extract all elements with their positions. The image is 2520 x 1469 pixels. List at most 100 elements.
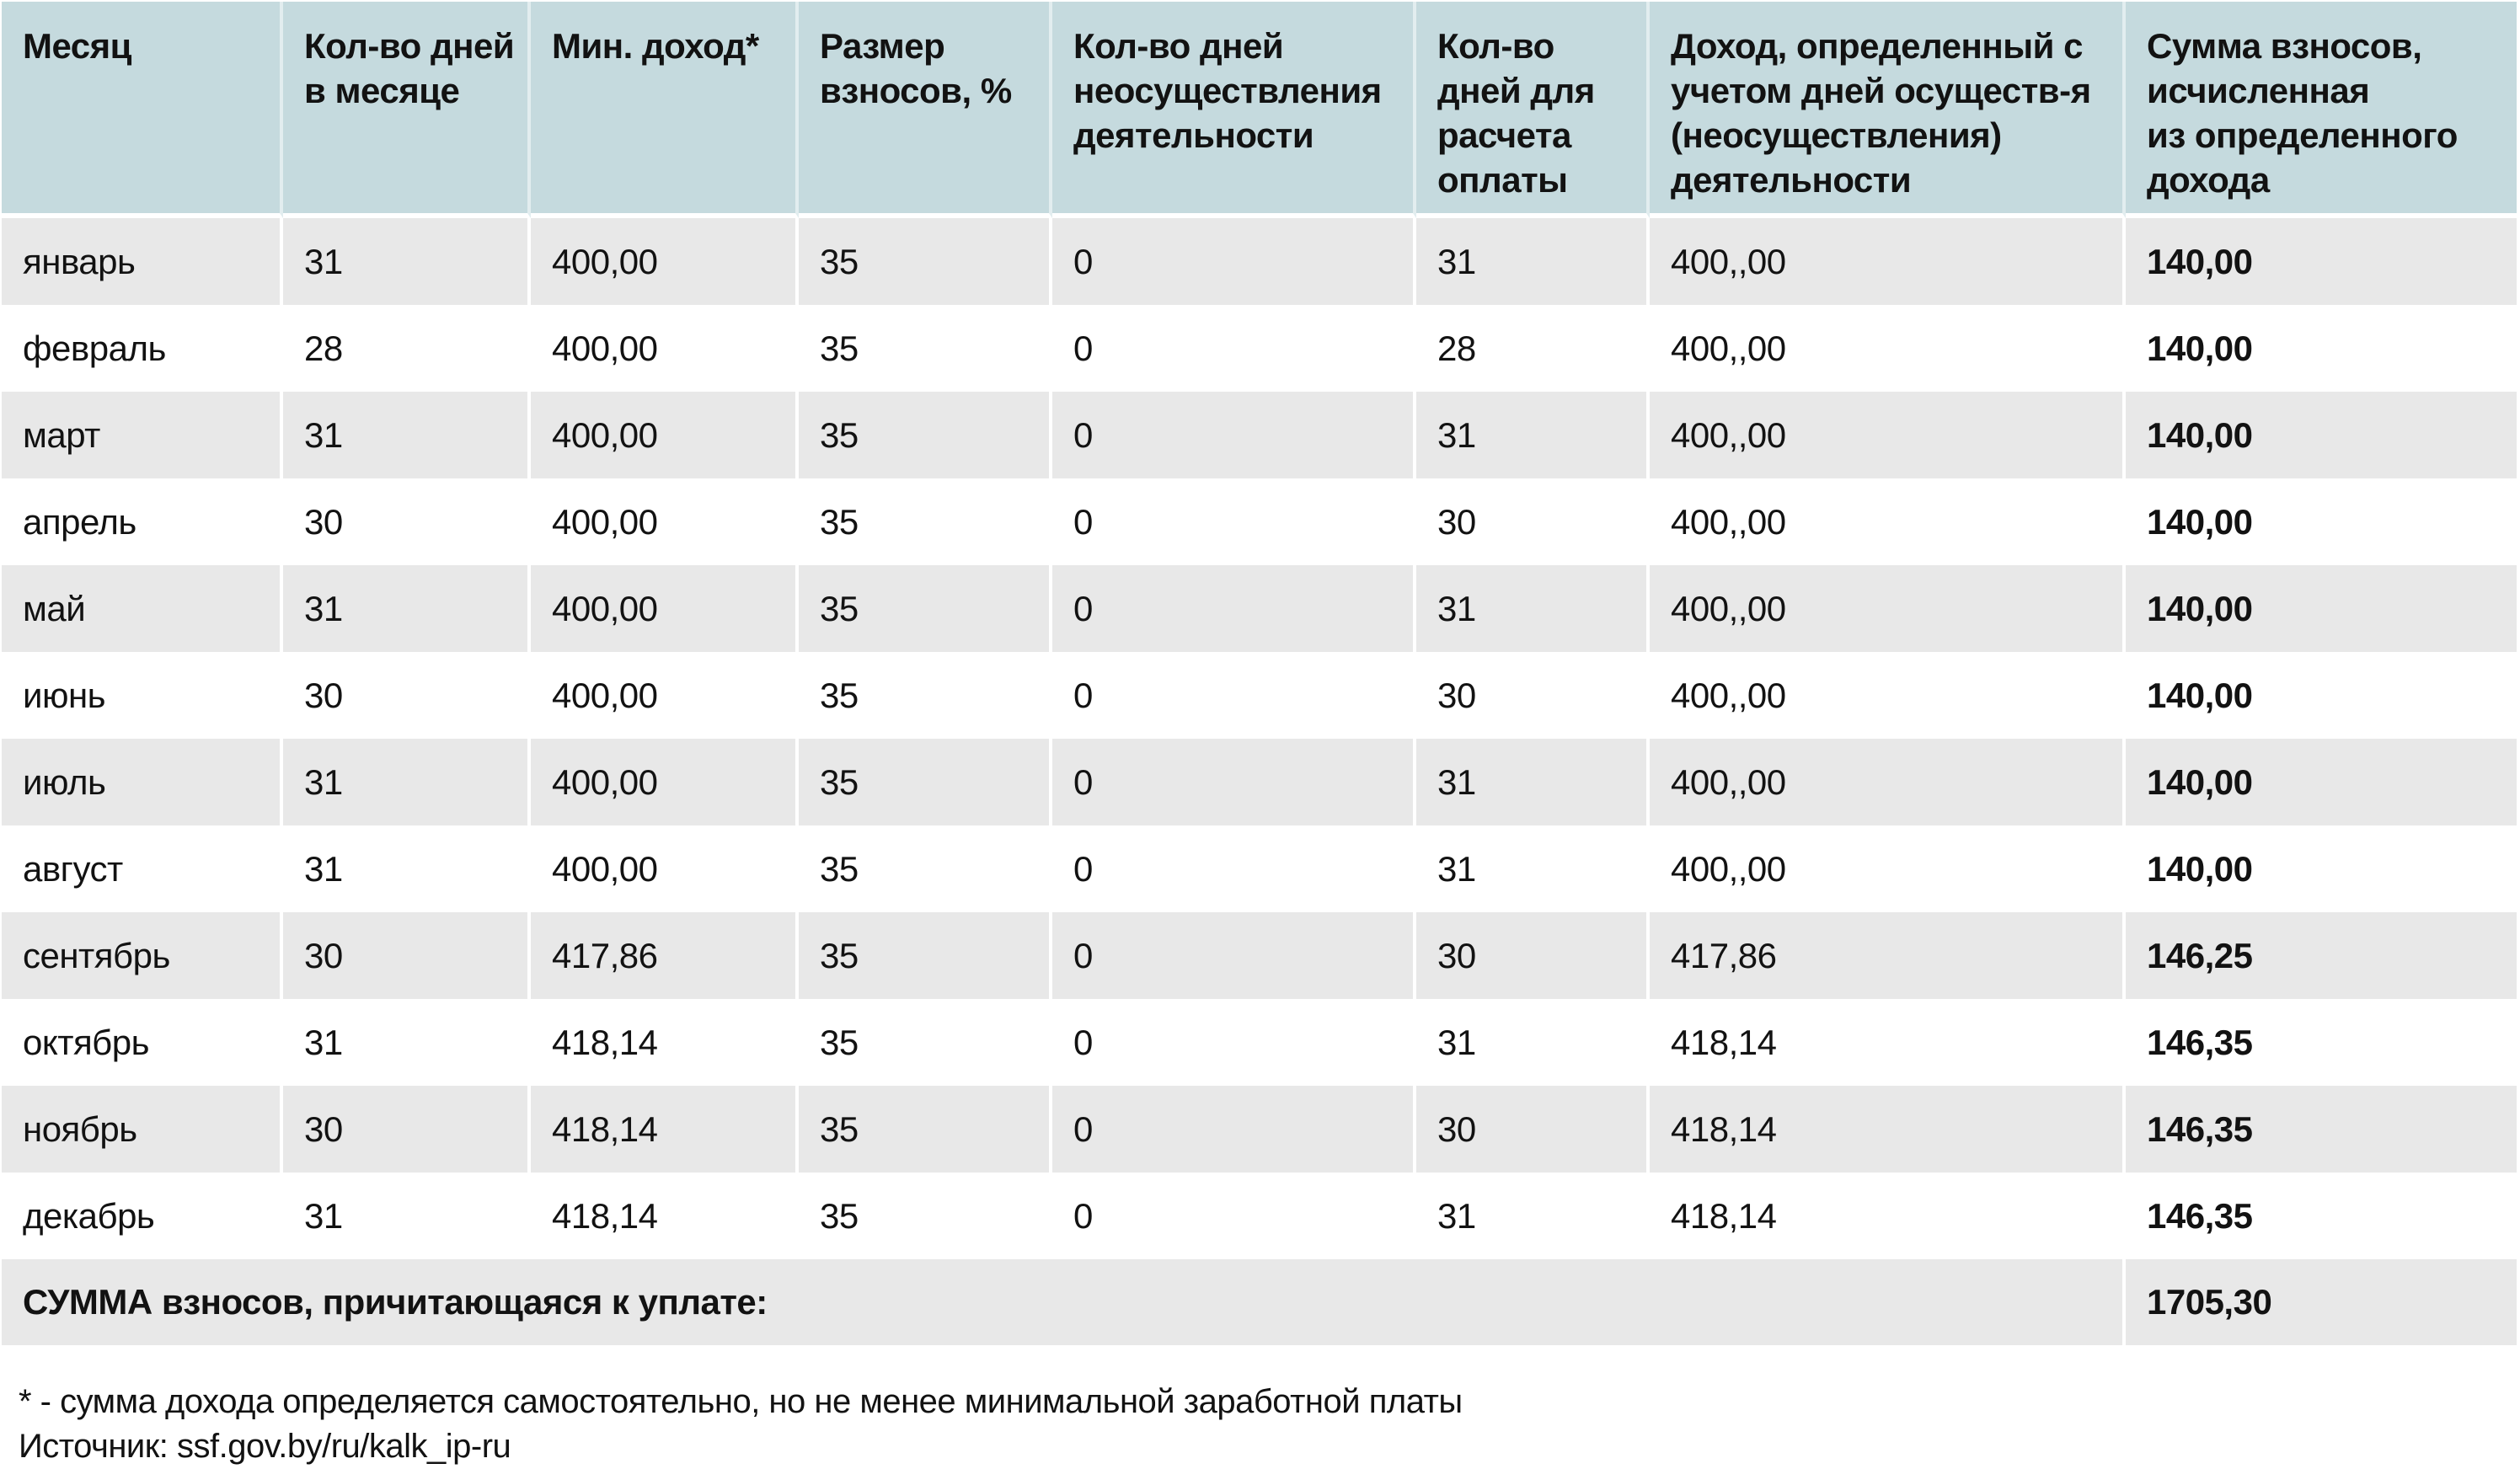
cell-contribution-sum: 146,35 <box>2126 1173 2517 1259</box>
cell-contribution-rate: 35 <box>799 305 1052 392</box>
column-header-min-income: Мин. доход* <box>531 2 799 218</box>
cell-month: январь <box>2 218 283 305</box>
cell-days-in-month: 30 <box>283 478 531 565</box>
cell-days-for-payment: 31 <box>1416 1173 1650 1259</box>
cell-adjusted-income: 400,,00 <box>1650 392 2126 478</box>
cell-contribution-sum: 146,35 <box>2126 1086 2517 1173</box>
cell-min-income: 400,00 <box>531 305 799 392</box>
cell-inactive-days: 0 <box>1052 305 1416 392</box>
table-row: июнь 30 400,00 35 0 30 400,,00 140,00 <box>2 652 2517 739</box>
table-row: август 31 400,00 35 0 31 400,,00 140,00 <box>2 825 2517 912</box>
cell-days-for-payment: 31 <box>1416 825 1650 912</box>
cell-days-in-month: 31 <box>283 825 531 912</box>
table-header: Месяц Кол-во дней в месяце Мин. доход* Р… <box>2 2 2517 218</box>
cell-contribution-rate: 35 <box>799 912 1052 999</box>
table-row: сентябрь 30 417,86 35 0 30 417,86 146,25 <box>2 912 2517 999</box>
cell-adjusted-income: 400,,00 <box>1650 305 2126 392</box>
cell-min-income: 418,14 <box>531 1086 799 1173</box>
cell-month: март <box>2 392 283 478</box>
cell-contribution-sum: 146,35 <box>2126 999 2517 1086</box>
table-body: январь 31 400,00 35 0 31 400,,00 140,00 … <box>2 218 2517 1259</box>
cell-contribution-sum: 140,00 <box>2126 305 2517 392</box>
cell-adjusted-income: 400,,00 <box>1650 739 2126 825</box>
cell-adjusted-income: 418,14 <box>1650 999 2126 1086</box>
cell-days-in-month: 31 <box>283 218 531 305</box>
cell-inactive-days: 0 <box>1052 478 1416 565</box>
cell-contribution-rate: 35 <box>799 218 1052 305</box>
cell-contribution-rate: 35 <box>799 1086 1052 1173</box>
cell-inactive-days: 0 <box>1052 825 1416 912</box>
cell-adjusted-income: 400,,00 <box>1650 478 2126 565</box>
cell-adjusted-income: 418,14 <box>1650 1086 2126 1173</box>
cell-month: ноябрь <box>2 1086 283 1173</box>
cell-inactive-days: 0 <box>1052 912 1416 999</box>
cell-adjusted-income: 417,86 <box>1650 912 2126 999</box>
table-row: март 31 400,00 35 0 31 400,,00 140,00 <box>2 392 2517 478</box>
cell-contribution-sum: 140,00 <box>2126 392 2517 478</box>
cell-days-for-payment: 31 <box>1416 218 1650 305</box>
cell-inactive-days: 0 <box>1052 218 1416 305</box>
cell-days-for-payment: 30 <box>1416 1086 1650 1173</box>
cell-min-income: 400,00 <box>531 565 799 652</box>
cell-month: июль <box>2 739 283 825</box>
column-header-inactive-days: Кол-во дней неосуществления деятельности <box>1052 2 1416 218</box>
cell-min-income: 400,00 <box>531 478 799 565</box>
column-header-days-in-month: Кол-во дней в месяце <box>283 2 531 218</box>
cell-days-for-payment: 31 <box>1416 739 1650 825</box>
total-row: СУММА взносов, причитающаяся к уплате: 1… <box>2 1259 2517 1345</box>
cell-days-for-payment: 30 <box>1416 652 1650 739</box>
column-header-adjusted-income: Доход, определенный с учетом дней осущес… <box>1650 2 2126 218</box>
table-row: апрель 30 400,00 35 0 30 400,,00 140,00 <box>2 478 2517 565</box>
column-header-days-for-payment: Кол-во дней для расчета оплаты <box>1416 2 1650 218</box>
cell-contribution-rate: 35 <box>799 1173 1052 1259</box>
cell-contribution-rate: 35 <box>799 565 1052 652</box>
column-header-contribution-rate: Размер взносов, % <box>799 2 1052 218</box>
cell-min-income: 400,00 <box>531 652 799 739</box>
column-header-contribution-sum: Сумма взносов, исчисленная из определенн… <box>2126 2 2517 218</box>
cell-contribution-rate: 35 <box>799 392 1052 478</box>
cell-month: август <box>2 825 283 912</box>
cell-month: сентябрь <box>2 912 283 999</box>
cell-month: июнь <box>2 652 283 739</box>
footnotes: * - сумма дохода определяется самостояте… <box>19 1380 1463 1469</box>
footnote-source: Источник: ssf.gov.by/ru/kalk_ip-ru <box>19 1428 511 1465</box>
cell-days-for-payment: 28 <box>1416 305 1650 392</box>
table-row: май 31 400,00 35 0 31 400,,00 140,00 <box>2 565 2517 652</box>
cell-contribution-sum: 146,25 <box>2126 912 2517 999</box>
table-row: ноябрь 30 418,14 35 0 30 418,14 146,35 <box>2 1086 2517 1173</box>
cell-month: февраль <box>2 305 283 392</box>
cell-month: декабрь <box>2 1173 283 1259</box>
cell-min-income: 418,14 <box>531 999 799 1086</box>
cell-contribution-rate: 35 <box>799 999 1052 1086</box>
table-footer: СУММА взносов, причитающаяся к уплате: 1… <box>2 1259 2517 1345</box>
cell-contribution-rate: 35 <box>799 739 1052 825</box>
cell-days-for-payment: 30 <box>1416 478 1650 565</box>
cell-days-in-month: 31 <box>283 392 531 478</box>
footnote-note: * - сумма дохода определяется самостояте… <box>19 1383 1463 1420</box>
cell-inactive-days: 0 <box>1052 1086 1416 1173</box>
cell-inactive-days: 0 <box>1052 565 1416 652</box>
table-row: февраль 28 400,00 35 0 28 400,,00 140,00 <box>2 305 2517 392</box>
cell-days-in-month: 30 <box>283 1086 531 1173</box>
cell-inactive-days: 0 <box>1052 1173 1416 1259</box>
table-row: июль 31 400,00 35 0 31 400,,00 140,00 <box>2 739 2517 825</box>
total-value: 1705,30 <box>2126 1259 2517 1345</box>
cell-contribution-sum: 140,00 <box>2126 739 2517 825</box>
cell-contribution-sum: 140,00 <box>2126 825 2517 912</box>
cell-inactive-days: 0 <box>1052 999 1416 1086</box>
cell-days-in-month: 31 <box>283 565 531 652</box>
total-label: СУММА взносов, причитающаяся к уплате: <box>2 1259 2126 1345</box>
cell-min-income: 400,00 <box>531 392 799 478</box>
cell-month: май <box>2 565 283 652</box>
cell-contribution-rate: 35 <box>799 652 1052 739</box>
cell-inactive-days: 0 <box>1052 392 1416 478</box>
cell-min-income: 400,00 <box>531 218 799 305</box>
cell-days-in-month: 31 <box>283 999 531 1086</box>
cell-contribution-sum: 140,00 <box>2126 218 2517 305</box>
cell-contribution-sum: 140,00 <box>2126 565 2517 652</box>
cell-adjusted-income: 400,,00 <box>1650 218 2126 305</box>
cell-days-in-month: 31 <box>283 1173 531 1259</box>
cell-days-in-month: 30 <box>283 912 531 999</box>
cell-days-for-payment: 30 <box>1416 912 1650 999</box>
header-row: Месяц Кол-во дней в месяце Мин. доход* Р… <box>2 2 2517 218</box>
